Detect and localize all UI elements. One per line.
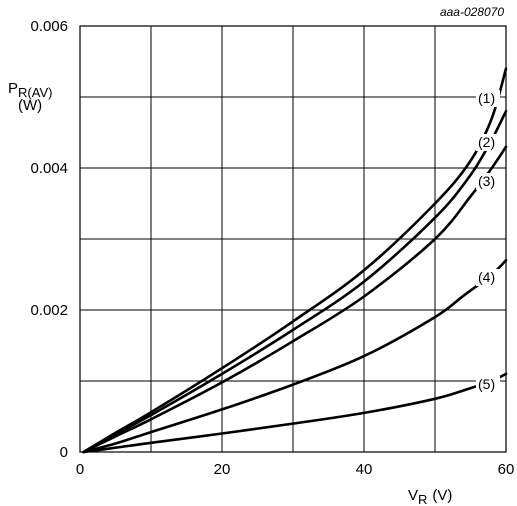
y-tick-label: 0 bbox=[60, 444, 68, 461]
x-tick-label: 0 bbox=[76, 461, 84, 478]
series-layer: (1) (2) (3) (4) (5) bbox=[82, 67, 508, 454]
series-label-bg bbox=[476, 376, 500, 393]
series-line-3 bbox=[82, 145, 508, 454]
y-axis-unit: (W) bbox=[18, 97, 42, 114]
series-line-2 bbox=[82, 109, 508, 454]
reference-code: aaa-028070 bbox=[440, 5, 504, 19]
series-label-1: (1) bbox=[478, 90, 495, 106]
x-axis-label-main: V bbox=[408, 487, 418, 504]
series-label-bg bbox=[476, 90, 500, 107]
series-label-3: (3) bbox=[478, 173, 495, 189]
series-label-4: (4) bbox=[478, 269, 495, 285]
y-tick-label: 0.004 bbox=[30, 160, 68, 177]
plot-frame bbox=[79, 25, 507, 453]
x-axis-label-sub: R bbox=[418, 492, 427, 506]
y-axis-label: PR(AV) bbox=[8, 80, 52, 100]
series-line-4 bbox=[82, 259, 508, 454]
y-axis-label-sub: R(AV) bbox=[18, 85, 52, 100]
y-tick-label: 0.006 bbox=[30, 18, 68, 35]
x-tick-label: 60 bbox=[498, 461, 515, 478]
x-tick-label: 20 bbox=[214, 461, 231, 478]
series-label-5: (5) bbox=[478, 376, 495, 392]
series-label-2: (2) bbox=[478, 134, 495, 150]
tick-labels: 0 20 40 60 0 0.002 0.004 0.006 bbox=[30, 18, 514, 478]
y-tick-label: 0.002 bbox=[30, 302, 68, 319]
series-line-5 bbox=[82, 372, 508, 454]
series-label-bg bbox=[476, 269, 500, 286]
series-label-bg bbox=[476, 134, 500, 151]
series-label-bg bbox=[476, 173, 500, 190]
grid bbox=[80, 26, 506, 452]
x-axis-label-unit: (V) bbox=[432, 487, 452, 504]
series-line-1 bbox=[82, 67, 508, 454]
x-tick-label: 40 bbox=[356, 461, 373, 478]
x-axis-label: VR (V) bbox=[408, 487, 452, 506]
y-axis-label-main: P bbox=[8, 80, 18, 97]
